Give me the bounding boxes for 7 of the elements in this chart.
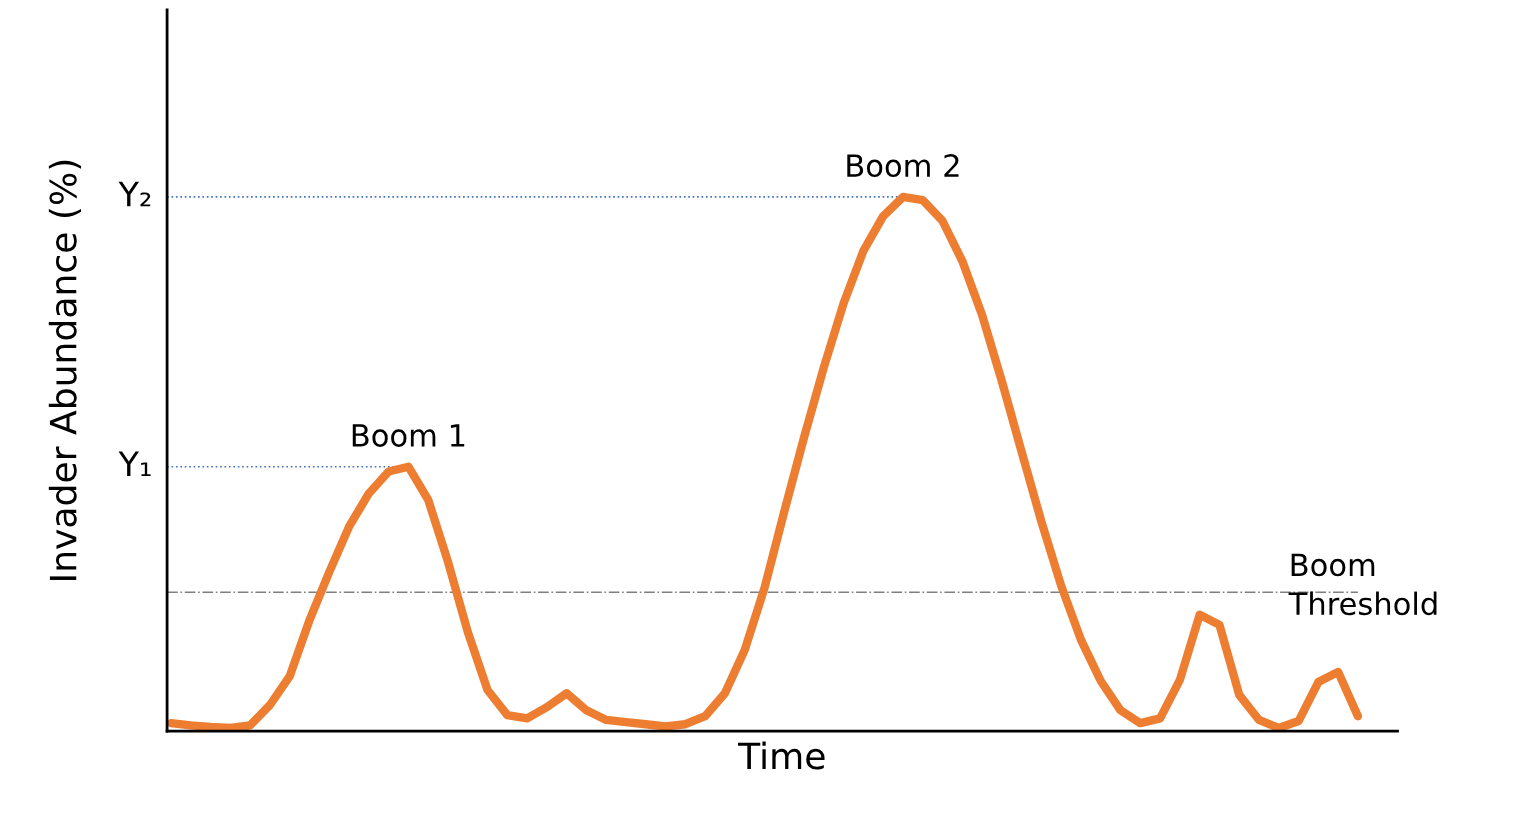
- ref-line-label: Boom Threshold: [1288, 553, 1437, 616]
- ref-line-label: Y₁: [118, 451, 151, 477]
- annotation: Boom 1: [352, 424, 465, 447]
- ref-line-label: Y₂: [118, 181, 151, 207]
- y-axis-title: Invader Abundance (%): [48, 160, 82, 580]
- x-axis-title: Time: [738, 741, 825, 770]
- annotation: Boom 2: [847, 154, 959, 178]
